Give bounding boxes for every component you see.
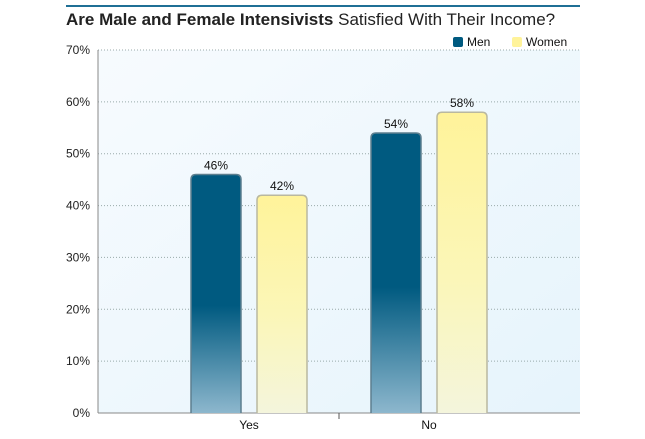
title-rest: Satisfied With Their Income? (338, 10, 556, 29)
title-rule (66, 5, 580, 7)
bar-men-yes (190, 173, 242, 413)
legend-swatch-men (453, 37, 463, 47)
data-label: 54% (384, 117, 408, 131)
chart-title: Are Male and Female Intensivists Satisfi… (66, 10, 586, 30)
legend-label: Men (467, 35, 490, 49)
legend-swatch-women (512, 37, 522, 47)
data-label: 42% (270, 179, 294, 193)
y-tick-label: 10% (66, 354, 90, 368)
y-tick-label: 20% (66, 302, 90, 316)
bar-women-yes (256, 194, 308, 413)
data-label: 46% (204, 158, 228, 172)
y-tick-label: 0% (73, 406, 91, 420)
plot-area (98, 50, 580, 413)
data-label: 58% (450, 96, 474, 110)
bar-women-no (436, 111, 488, 413)
y-tick-label: 30% (66, 250, 90, 264)
bar-men-no (370, 132, 422, 413)
y-tick-label: 70% (66, 43, 90, 57)
y-tick-label: 60% (66, 95, 90, 109)
title-bold: Are Male and Female Intensivists (66, 10, 334, 29)
y-tick-label: 40% (66, 199, 90, 213)
legend-label: Women (526, 35, 567, 49)
y-tick-label: 50% (66, 147, 90, 161)
x-tick-label: No (421, 418, 437, 432)
x-tick-label: Yes (239, 418, 259, 432)
